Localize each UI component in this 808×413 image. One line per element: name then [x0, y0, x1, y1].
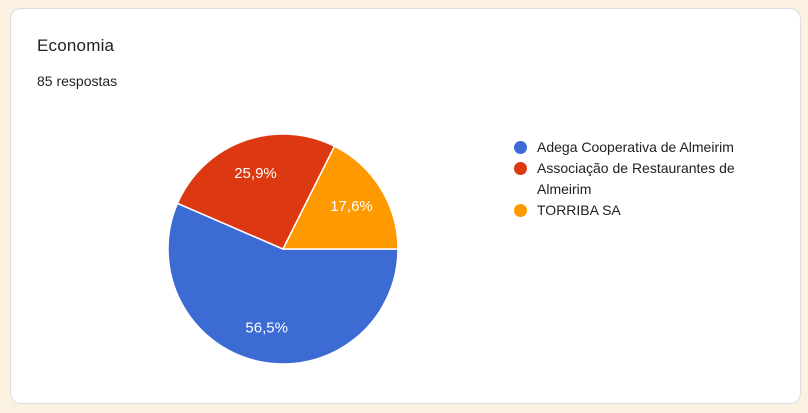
slice-percentage-label: 56,5%	[245, 319, 288, 336]
pie-slice-2	[282, 145, 399, 250]
pie-slice-1	[176, 133, 336, 250]
slice-percentage-label: 25,9%	[234, 165, 277, 182]
pie-chart-container: 56,5% 25,9% 17,6%	[163, 129, 403, 369]
legend-item: Adega Cooperativa de Almeirim	[514, 137, 766, 158]
response-count: 85 respostas	[37, 73, 118, 89]
chart-legend: Adega Cooperativa de Almeirim Associação…	[514, 137, 766, 221]
question-title: Economia	[37, 36, 115, 55]
question-summary-card: Economia 85 respostas 56,5% 25,9% 17,6% Ad…	[10, 8, 801, 404]
legend-color-dot-icon	[514, 204, 527, 217]
legend-label: Adega Cooperativa de Almeirim	[537, 139, 734, 155]
legend-item: Associação de Restaurantes de Almeirim	[514, 158, 766, 200]
pie-chart: 56,5% 25,9% 17,6%	[167, 133, 399, 365]
legend-label: TORRIBA SA	[537, 202, 621, 218]
pie-slice-0	[167, 202, 399, 365]
legend-color-dot-icon	[514, 141, 527, 154]
slice-percentage-label: 17,6%	[330, 198, 373, 215]
legend-label: Associação de Restaurantes de Almeirim	[537, 160, 735, 197]
legend-color-dot-icon	[514, 162, 527, 175]
legend-item: TORRIBA SA	[514, 200, 766, 221]
